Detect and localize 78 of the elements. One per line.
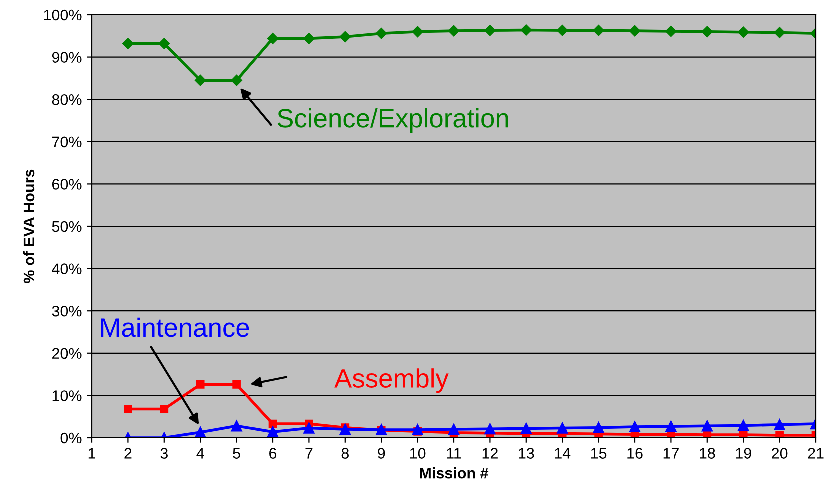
point	[412, 26, 424, 38]
point	[158, 38, 170, 50]
x-tick-label: 13	[519, 448, 534, 459]
y-tick-label: 20%	[52, 348, 82, 360]
point	[520, 423, 532, 434]
point	[448, 25, 460, 37]
text: Maintenance	[101, 318, 250, 338]
point	[484, 424, 496, 435]
point	[556, 25, 568, 36]
point	[666, 421, 677, 432]
x-tick-label: 16	[628, 448, 643, 459]
point	[160, 405, 169, 414]
x-axis-title: Mission #	[420, 468, 489, 479]
point	[738, 420, 750, 432]
point	[196, 380, 205, 389]
x-tick-label: 4	[196, 448, 204, 459]
series-label: Science/Exploration	[278, 108, 508, 134]
x-tick-label: 20	[772, 448, 788, 459]
x-tick-label: 2	[124, 448, 132, 459]
y-tick-label: 10%	[52, 390, 82, 402]
y-tick-label: 60%	[52, 179, 82, 190]
point	[412, 424, 424, 436]
point	[304, 422, 315, 434]
x-tick-label: 11	[447, 448, 462, 459]
x-tick-label: 18	[700, 448, 716, 459]
point	[340, 424, 351, 436]
x-tick-label: 14	[555, 448, 571, 459]
point	[122, 38, 134, 50]
point	[776, 431, 784, 438]
point	[268, 420, 278, 428]
y-tick-label: 100%	[44, 10, 82, 21]
y-tick-label: 80%	[52, 94, 82, 106]
y-tick-label: 50%	[52, 221, 82, 232]
y-axis-title: % of EVA Hours	[23, 170, 35, 284]
point	[629, 421, 641, 433]
point	[702, 26, 714, 38]
point	[520, 24, 532, 36]
point	[267, 426, 279, 438]
y-tick-label: 30%	[52, 306, 82, 317]
y-tick-label: 40%	[52, 264, 82, 274]
x-tick-label: 19	[736, 448, 752, 459]
x-tick-label: 17	[664, 448, 679, 459]
x-tick-label: 12	[482, 448, 498, 459]
point	[666, 26, 677, 38]
point	[738, 26, 750, 38]
point	[774, 419, 786, 430]
point	[702, 420, 713, 432]
point	[593, 422, 604, 434]
x-tick-label: 3	[160, 448, 168, 459]
point	[593, 25, 604, 36]
point	[304, 33, 315, 44]
point	[232, 380, 241, 389]
series-label: Assembly	[334, 368, 449, 394]
x-tick-label: 8	[342, 448, 349, 459]
y-tick-label: 0%	[60, 432, 82, 444]
point	[124, 405, 132, 414]
point	[557, 422, 568, 434]
point	[231, 420, 242, 432]
point	[376, 28, 388, 40]
point	[195, 426, 206, 438]
point	[448, 424, 460, 436]
y-tick-label: 70%	[52, 136, 82, 148]
x-tick-label: 15	[591, 448, 607, 459]
x-tick-label: 7	[306, 448, 313, 459]
point	[629, 25, 641, 37]
x-tick-label: 21	[808, 448, 824, 459]
x-tick-label: 5	[233, 448, 240, 459]
x-tick-label: 1	[88, 448, 96, 459]
x-tick-label: 10	[410, 448, 426, 459]
x-tick-label: 9	[378, 448, 386, 459]
point	[194, 74, 206, 86]
y-tick-label: 90%	[52, 52, 82, 63]
point	[267, 33, 279, 44]
x-tick-label: 6	[270, 448, 277, 459]
point	[774, 27, 786, 38]
point	[231, 74, 242, 86]
point	[484, 25, 496, 36]
point	[340, 31, 352, 43]
